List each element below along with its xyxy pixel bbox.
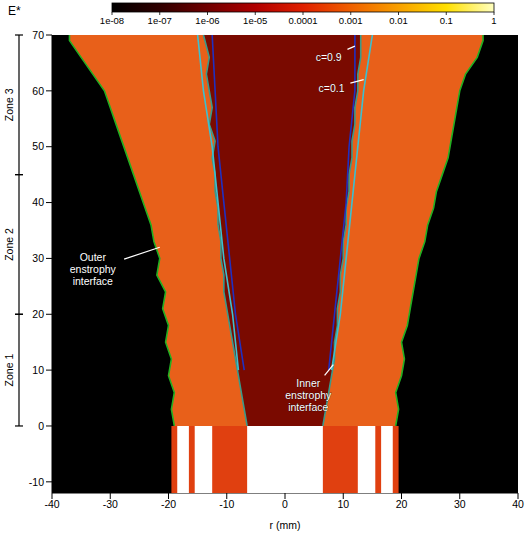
- svg-text:40: 40: [512, 498, 524, 510]
- svg-text:r (mm): r (mm): [270, 519, 301, 531]
- svg-text:-10: -10: [29, 476, 44, 488]
- svg-text:70: 70: [32, 29, 44, 41]
- svg-text:20: 20: [396, 498, 408, 510]
- svg-text:0: 0: [282, 498, 288, 510]
- svg-text:1e-07: 1e-07: [148, 15, 172, 26]
- svg-text:c=0.9: c=0.9: [316, 51, 342, 63]
- svg-text:10: 10: [337, 498, 349, 510]
- svg-text:0.1: 0.1: [440, 15, 453, 26]
- svg-text:Outerenstrophyinterface: Outerenstrophyinterface: [70, 251, 117, 287]
- svg-text:60: 60: [32, 85, 44, 97]
- svg-text:0.001: 0.001: [339, 15, 363, 26]
- svg-text:-40: -40: [44, 498, 59, 510]
- svg-text:10: 10: [32, 364, 44, 376]
- svg-text:0: 0: [38, 420, 44, 432]
- svg-text:1e-08: 1e-08: [100, 15, 124, 26]
- svg-text:Innerenstrophyinterface: Innerenstrophyinterface: [285, 377, 332, 413]
- svg-text:Zone 1: Zone 1: [3, 354, 15, 387]
- svg-text:E*: E*: [8, 4, 21, 18]
- svg-text:40: 40: [32, 196, 44, 208]
- svg-text:1e-06: 1e-06: [195, 15, 219, 26]
- svg-text:Zone 2: Zone 2: [3, 228, 15, 261]
- svg-text:-30: -30: [103, 498, 118, 510]
- svg-text:c=0.1: c=0.1: [319, 82, 345, 94]
- svg-text:-20: -20: [161, 498, 176, 510]
- svg-text:0.0001: 0.0001: [288, 15, 317, 26]
- svg-text:1e-05: 1e-05: [243, 15, 267, 26]
- svg-text:0.01: 0.01: [389, 15, 408, 26]
- svg-text:50: 50: [32, 140, 44, 152]
- svg-text:1: 1: [491, 15, 496, 26]
- svg-text:Zone 3: Zone 3: [3, 88, 15, 121]
- svg-text:-10: -10: [219, 498, 234, 510]
- svg-text:30: 30: [454, 498, 466, 510]
- svg-text:20: 20: [32, 308, 44, 320]
- svg-text:30: 30: [32, 252, 44, 264]
